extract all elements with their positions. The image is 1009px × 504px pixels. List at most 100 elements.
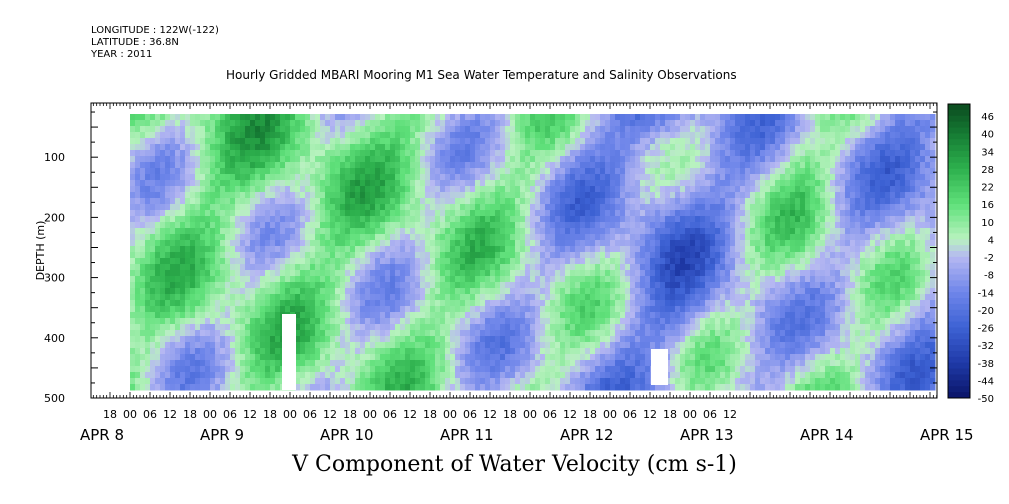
heatmap-cell bbox=[415, 216, 421, 223]
heatmap-cell bbox=[455, 198, 461, 205]
heatmap-cell bbox=[645, 198, 651, 205]
heatmap-cell bbox=[205, 114, 211, 121]
heatmap-cell bbox=[370, 288, 376, 295]
heatmap-cell bbox=[145, 186, 151, 193]
heatmap-cell bbox=[335, 144, 341, 151]
heatmap-cell bbox=[350, 180, 356, 187]
heatmap-cell bbox=[535, 156, 541, 163]
heatmap-cell bbox=[620, 222, 626, 229]
heatmap-cell bbox=[180, 270, 186, 277]
heatmap-cell bbox=[360, 246, 366, 253]
heatmap-cell bbox=[385, 234, 391, 241]
heatmap-cell bbox=[665, 270, 671, 277]
heatmap-cell bbox=[475, 132, 481, 139]
heatmap-cell bbox=[605, 240, 611, 247]
heatmap-cell bbox=[265, 168, 271, 175]
heatmap-cell bbox=[150, 138, 156, 145]
heatmap-cell bbox=[470, 222, 476, 229]
heatmap-cell bbox=[235, 150, 241, 157]
heatmap-cell bbox=[290, 258, 296, 265]
heatmap-cell bbox=[170, 270, 176, 277]
heatmap-cell bbox=[325, 300, 331, 307]
heatmap-cell bbox=[270, 198, 276, 205]
heatmap-cell bbox=[385, 228, 391, 235]
heatmap-cell bbox=[655, 156, 661, 163]
heatmap-cell bbox=[450, 246, 456, 253]
heatmap-cell bbox=[470, 120, 476, 127]
heatmap-cell bbox=[260, 204, 266, 211]
heatmap-cell bbox=[400, 378, 406, 385]
heatmap-cell bbox=[145, 330, 151, 337]
heatmap-cell bbox=[200, 156, 206, 163]
heatmap-cell bbox=[570, 240, 576, 247]
heatmap-cell bbox=[385, 198, 391, 205]
heatmap-cell bbox=[305, 354, 311, 361]
heatmap-cell bbox=[525, 306, 531, 313]
heatmap-cell bbox=[290, 138, 296, 145]
heatmap-cell bbox=[495, 306, 501, 313]
heatmap-cell bbox=[465, 234, 471, 241]
heatmap-cell bbox=[635, 222, 641, 229]
heatmap-cell bbox=[410, 342, 416, 349]
heatmap-cell bbox=[350, 336, 356, 343]
heatmap-cell bbox=[200, 114, 206, 121]
heatmap-cell bbox=[505, 150, 511, 157]
heatmap-cell bbox=[440, 342, 446, 349]
heatmap-cell bbox=[340, 318, 346, 325]
heatmap-cell bbox=[660, 270, 666, 277]
heatmap-cell bbox=[420, 324, 426, 331]
heatmap-cell bbox=[225, 120, 231, 127]
heatmap-cell bbox=[305, 282, 311, 289]
heatmap-cell bbox=[215, 360, 221, 367]
heatmap-cell bbox=[265, 156, 271, 163]
heatmap-cell bbox=[595, 324, 601, 331]
heatmap-cell bbox=[640, 276, 646, 283]
heatmap-cell bbox=[300, 342, 306, 349]
heatmap-cell bbox=[335, 168, 341, 175]
heatmap-cell bbox=[370, 150, 376, 157]
heatmap-cell bbox=[595, 192, 601, 199]
heatmap-cell bbox=[460, 378, 466, 385]
heatmap-cell bbox=[470, 168, 476, 175]
heatmap-cell bbox=[610, 132, 616, 139]
heatmap-cell bbox=[655, 198, 661, 205]
heatmap-cell bbox=[440, 180, 446, 187]
heatmap-cell bbox=[310, 294, 316, 301]
heatmap-cell bbox=[140, 126, 146, 133]
heatmap-cell bbox=[545, 240, 551, 247]
heatmap-cell bbox=[555, 126, 561, 133]
heatmap-cell bbox=[180, 342, 186, 349]
heatmap-cell bbox=[520, 282, 526, 289]
heatmap-cell bbox=[465, 324, 471, 331]
heatmap-cell bbox=[630, 348, 636, 355]
heatmap-cell bbox=[415, 174, 421, 181]
heatmap-cell bbox=[435, 240, 441, 247]
heatmap-cell bbox=[245, 312, 251, 319]
heatmap-cell bbox=[530, 294, 536, 301]
heatmap-cell bbox=[150, 258, 156, 265]
heatmap-cell bbox=[465, 180, 471, 187]
heatmap-cell bbox=[275, 384, 281, 391]
heatmap-cell bbox=[510, 240, 516, 247]
heatmap-cell bbox=[605, 246, 611, 253]
heatmap-cell bbox=[605, 348, 611, 355]
heatmap-cell bbox=[635, 318, 641, 325]
heatmap-cell bbox=[510, 372, 516, 379]
heatmap-cell bbox=[550, 360, 556, 367]
heatmap-cell bbox=[445, 282, 451, 289]
heatmap-cell bbox=[155, 282, 161, 289]
heatmap-cell bbox=[235, 354, 241, 361]
heatmap-cell bbox=[600, 270, 606, 277]
heatmap-cell bbox=[220, 144, 226, 151]
heatmap-cell bbox=[305, 192, 311, 199]
heatmap-cell bbox=[530, 300, 536, 307]
heatmap-cell bbox=[670, 252, 676, 259]
heatmap-cell bbox=[395, 264, 401, 271]
heatmap-cell bbox=[495, 234, 501, 241]
heatmap-cell bbox=[635, 156, 641, 163]
heatmap-cell bbox=[585, 204, 591, 211]
heatmap-cell bbox=[650, 150, 656, 157]
heatmap-cell bbox=[170, 324, 176, 331]
heatmap-cell bbox=[150, 300, 156, 307]
heatmap-cell bbox=[560, 216, 566, 223]
